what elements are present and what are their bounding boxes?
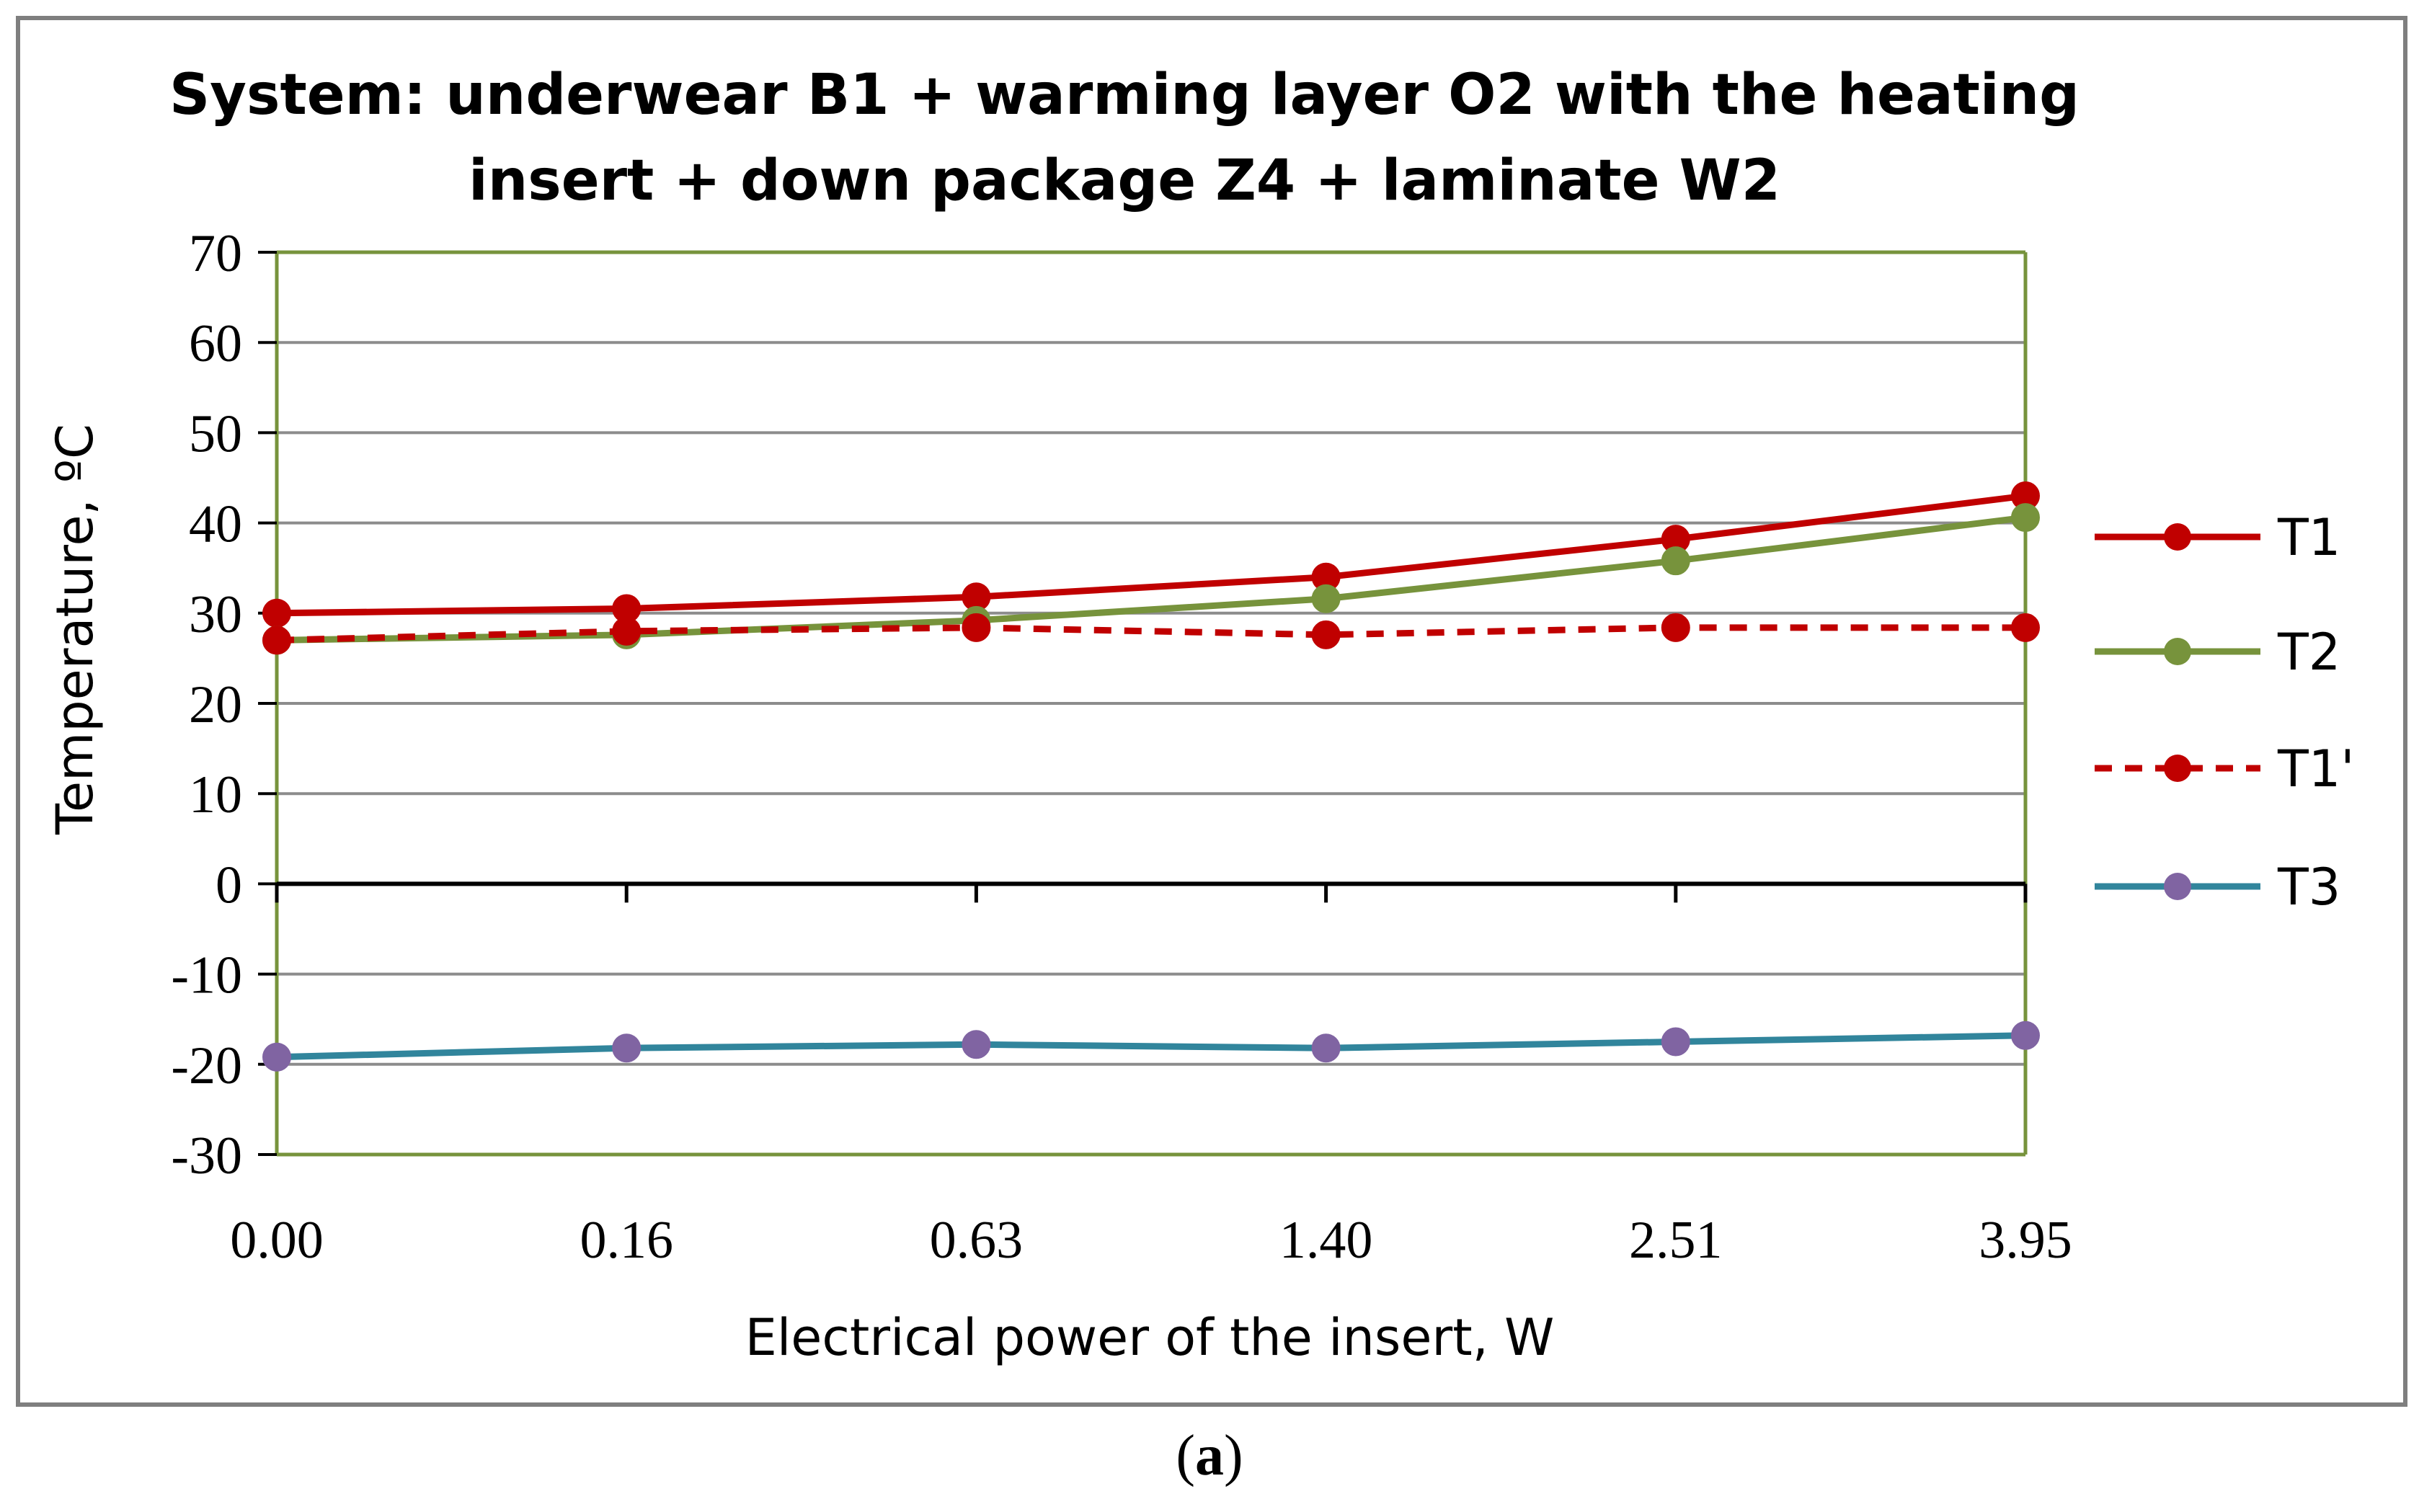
data-point-t2 [1661,546,1690,576]
y-tick-label: 0 [216,855,242,915]
y-tick-label: 40 [189,495,242,554]
y-tick-label: 70 [189,224,242,283]
caption-open-paren: ( [1176,1424,1195,1487]
grid-lines [277,251,2025,1156]
data-point-t1-prime [1661,613,1690,642]
legend-label-t2: T2 [2277,623,2340,682]
y-tick-label: -30 [171,1126,242,1186]
legend-label-t3: T3 [2277,858,2340,917]
y-tick-label: -10 [171,946,242,1005]
plot-area-border [275,250,2028,1157]
legend-marker-t1 [2164,523,2191,551]
y-tick-label: -20 [171,1036,242,1095]
y-tick-label: 20 [189,675,242,734]
x-tick-label: 0.00 [230,1211,324,1270]
x-tick-label: 2.51 [1629,1211,1723,1270]
x-tick-label: 0.63 [930,1211,1024,1270]
data-point-t3 [262,1042,291,1072]
data-point-t1 [262,598,291,628]
series-line-t1 [276,492,2026,617]
data-point-t1-prime [2011,613,2040,642]
line-chart: System: underwear B1 + warming layer O2 … [45,63,2355,1367]
chart-title-line-1: System: underwear B1 + warming layer O2 … [169,63,2080,128]
data-point-t3 [612,1033,642,1063]
y-axis-label: Temperature, ºC [45,424,105,835]
data-series [262,481,2040,1072]
series-line-t1-prime [276,624,2025,644]
data-point-t2 [2011,503,2040,533]
data-point-t1-prime [962,613,991,642]
y-tick-label: 30 [189,585,242,644]
legend-label-t1: T1 [2277,508,2340,567]
x-axis-label: Electrical power of the insert, W [745,1308,1555,1367]
data-point-t3 [1311,1033,1341,1063]
series-line-t2 [276,514,2026,644]
data-point-t1-prime [262,626,291,655]
data-point-t3 [962,1030,991,1059]
data-point-t1-prime [1311,620,1341,649]
caption-close-paren: ) [1224,1424,1243,1487]
legend: T1 T2 T1' T3 [2095,508,2355,917]
chart-title: System: underwear B1 + warming layer O2 … [169,63,2080,213]
y-tick-label: 50 [189,404,242,463]
legend-label-t1-prime: T1' [2277,739,2355,799]
x-tick-label: 3.95 [1979,1211,2072,1270]
y-axis-tick-labels: 70 60 50 40 30 20 10 0 -10 -20 -30 [171,224,242,1186]
legend-marker-t1-prime [2164,755,2191,782]
y-tick-label: 60 [189,314,242,373]
chart-frame [16,16,2407,1407]
data-point-t3 [2011,1020,2040,1050]
figure-caption: (a) [0,1423,2419,1489]
data-point-t3 [1661,1027,1690,1057]
legend-marker-t2 [2164,638,2191,665]
x-tick-label: 1.40 [1279,1211,1373,1270]
data-point-t2 [1311,584,1341,613]
caption-letter: a [1195,1424,1224,1487]
series-line-t3 [276,1032,2026,1061]
chart-title-line-2: insert + down package Z4 + laminate W2 [469,148,1780,213]
x-axis-tick-labels: 0.00 0.16 0.63 1.40 2.51 3.95 [230,1211,2072,1270]
data-point-t1-prime [612,616,642,646]
x-tick-label: 0.16 [580,1211,673,1270]
legend-marker-t3 [2164,873,2191,900]
y-tick-label: 10 [189,765,242,824]
